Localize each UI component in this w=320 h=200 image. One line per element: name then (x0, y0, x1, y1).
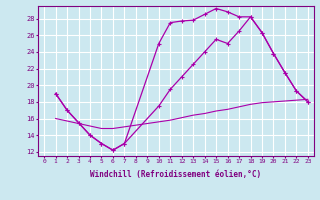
X-axis label: Windchill (Refroidissement éolien,°C): Windchill (Refroidissement éolien,°C) (91, 170, 261, 179)
